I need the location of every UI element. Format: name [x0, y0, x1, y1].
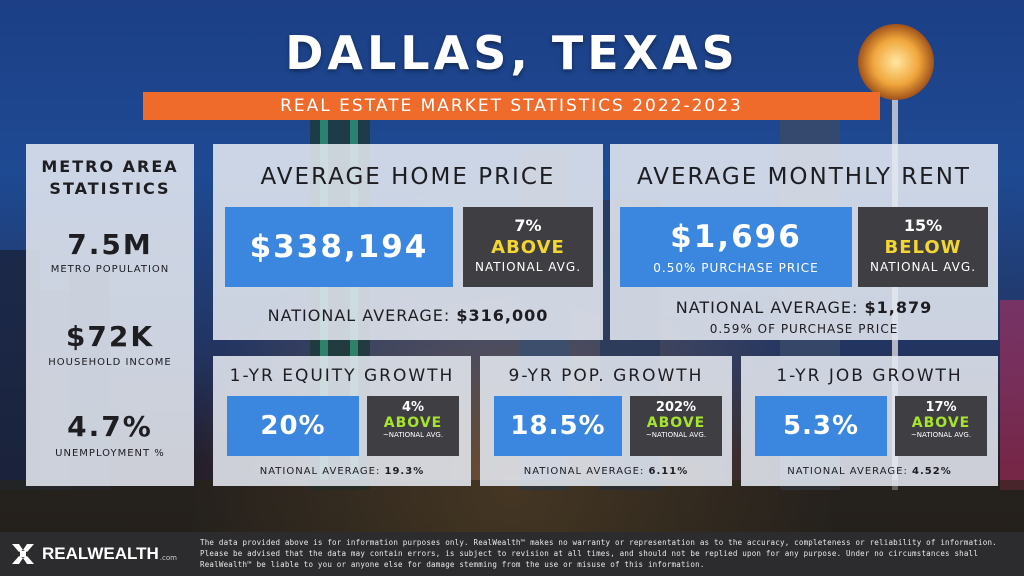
population-growth-direction: ABOVE [646, 415, 706, 431]
home-price-compare: NATIONAL AVG. [474, 260, 582, 274]
job-growth-national-value: 4.52% [912, 466, 952, 477]
population-growth-national-average: NATIONAL AVERAGE: 6.11% [480, 466, 732, 477]
job-growth-national-label: NATIONAL AVERAGE: [787, 466, 908, 477]
equity-growth-value: 20% [227, 396, 359, 456]
logo-text: REALWEALTH [42, 544, 159, 563]
footer-bar: REALWEALTH .com The data provided above … [0, 532, 1024, 576]
job-growth-heading: 1-YR JOB GROWTH [776, 366, 963, 386]
rent-value-sub: 0.50% PURCHASE PRICE [653, 261, 819, 275]
equity-growth-compare-badge: 4% ABOVE ~NATIONAL AVG. [367, 396, 459, 456]
rent-pct: 15% [903, 216, 943, 235]
equity-growth-heading: 1-YR EQUITY GROWTH [229, 366, 455, 386]
home-price-national-label: NATIONAL AVERAGE: [267, 306, 451, 325]
job-growth-compare-badge: 17% ABOVE ~NATIONAL AVG. [895, 396, 987, 456]
household-income-value: $72K [65, 320, 155, 353]
page-title: DALLAS, TEXAS [285, 26, 739, 80]
equity-growth-value-text: 20% [260, 411, 326, 441]
household-income-label: HOUSEHOLD INCOME [48, 357, 172, 368]
metro-population-label: METRO POPULATION [50, 264, 170, 275]
population-growth-heading: 9-YR POP. GROWTH [508, 366, 704, 386]
metro-population-value: 7.5M [67, 228, 153, 261]
unemployment-label: UNEMPLOYMENT % [55, 448, 165, 459]
disclaimer-text: The data provided above is for informati… [200, 538, 997, 569]
home-price-national-average: NATIONAL AVERAGE: $316,000 [213, 306, 603, 325]
home-price-value-text: $338,194 [249, 229, 429, 265]
job-growth-panel: 1-YR JOB GROWTH 5.3% 17% ABOVE ~NATIONAL… [741, 356, 998, 486]
home-price-pct: 7% [514, 216, 542, 235]
population-growth-national-label: NATIONAL AVERAGE: [523, 466, 645, 477]
job-growth-compare: ~NATIONAL AVG. [910, 431, 972, 439]
home-price-direction: ABOVE [491, 237, 565, 258]
metro-stats-panel: METRO AREA STATISTICS 7.5M METRO POPULAT… [26, 144, 194, 486]
equity-growth-national-average: NATIONAL AVERAGE: 19.3% [213, 466, 471, 477]
population-growth-panel: 9-YR POP. GROWTH 18.5% 202% ABOVE ~NATIO… [480, 356, 732, 486]
rent-compare-badge: 15% BELOW NATIONAL AVG. [858, 207, 988, 287]
rent-value: $1,696 0.50% PURCHASE PRICE [620, 207, 852, 287]
realwealth-logo-icon [12, 544, 34, 564]
rent-national-sub: 0.59% OF PURCHASE PRICE [709, 322, 899, 336]
rent-panel: AVERAGE MONTHLY RENT $1,696 0.50% PURCHA… [610, 144, 998, 340]
population-growth-national-value: 6.11% [648, 466, 689, 477]
job-growth-value-text: 5.3% [782, 411, 860, 441]
realwealth-logo[interactable]: REALWEALTH .com [10, 541, 177, 567]
logo-suffix: .com [159, 554, 177, 562]
home-price-compare-badge: 7% ABOVE NATIONAL AVG. [463, 207, 593, 287]
equity-growth-panel: 1-YR EQUITY GROWTH 20% 4% ABOVE ~NATIONA… [213, 356, 471, 486]
equity-growth-pct: 4% [401, 400, 425, 415]
home-price-national-value: $316,000 [456, 306, 549, 325]
population-growth-pct: 202% [655, 400, 697, 415]
population-growth-value-text: 18.5% [510, 411, 606, 441]
rent-value-text: $1,696 [670, 219, 802, 255]
population-growth-compare-badge: 202% ABOVE ~NATIONAL AVG. [630, 396, 722, 456]
home-price-heading: AVERAGE HOME PRICE [260, 164, 556, 190]
rent-direction: BELOW [884, 237, 962, 258]
equity-growth-national-value: 19.3% [384, 466, 425, 477]
job-growth-national-average: NATIONAL AVERAGE: 4.52% [741, 466, 998, 477]
job-growth-direction: ABOVE [911, 415, 971, 431]
subtitle-banner: REAL ESTATE MARKET STATISTICS 2022-2023 [143, 92, 880, 120]
home-price-value: $338,194 [225, 207, 453, 287]
metro-heading: METRO AREA STATISTICS [26, 156, 194, 200]
home-price-panel: AVERAGE HOME PRICE $338,194 7% ABOVE NAT… [213, 144, 603, 340]
rent-compare: NATIONAL AVG. [869, 260, 977, 274]
job-growth-value: 5.3% [755, 396, 887, 456]
metro-heading-line1: METRO AREA [41, 157, 179, 176]
equity-growth-national-label: NATIONAL AVERAGE: [259, 466, 381, 477]
rent-national-average: NATIONAL AVERAGE: $1,879 [610, 298, 998, 317]
equity-growth-compare: ~NATIONAL AVG. [382, 431, 444, 439]
metro-heading-line2: STATISTICS [49, 179, 171, 198]
equity-growth-direction: ABOVE [383, 415, 443, 431]
rent-heading: AVERAGE MONTHLY RENT [637, 164, 971, 190]
population-growth-compare: ~NATIONAL AVG. [645, 431, 707, 439]
population-growth-value: 18.5% [494, 396, 622, 456]
reunion-tower-icon [858, 24, 934, 100]
rent-national-label: NATIONAL AVERAGE: [675, 298, 859, 317]
job-growth-pct: 17% [925, 400, 957, 415]
unemployment-value: 4.7% [67, 410, 153, 443]
rent-national-value: $1,879 [864, 298, 933, 317]
